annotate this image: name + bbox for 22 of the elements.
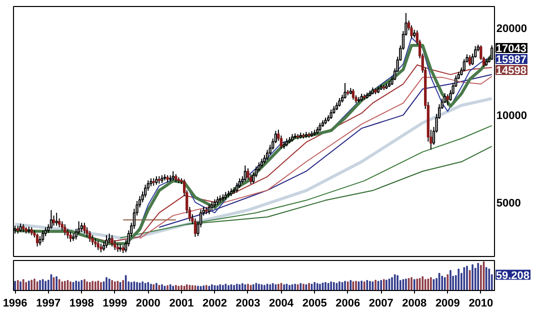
x-tick-label: 2004: [269, 298, 294, 310]
x-tick-label: 2008: [402, 298, 427, 310]
x-tick-label: 2003: [236, 298, 260, 310]
annotation: 17043: [496, 42, 526, 55]
x-tick-label: 2010: [468, 298, 494, 310]
x-tick-label: 1996: [2, 298, 28, 310]
x-tick-label: 2000: [136, 298, 160, 310]
x-tick-label: 1998: [69, 298, 94, 310]
x-tick-label: 2001: [169, 298, 194, 310]
x-tick-label: 2002: [202, 298, 227, 310]
x-tick-label: 2009: [435, 298, 460, 310]
text: 59.208: [496, 270, 530, 282]
x-tick-label: 1999: [102, 298, 128, 310]
x-tick-label: 2006: [336, 298, 360, 310]
x-tick-label: 1997: [36, 298, 61, 310]
x-tick-label: 2007: [368, 298, 394, 310]
annotation: 15987: [496, 54, 526, 66]
y-tick-label: 10000: [496, 110, 527, 122]
x-tick-label: 2005: [302, 298, 327, 310]
y-tick-label: 20000: [496, 22, 527, 35]
annotation: 14598: [496, 64, 526, 77]
y-tick-label: 5000: [496, 197, 521, 210]
